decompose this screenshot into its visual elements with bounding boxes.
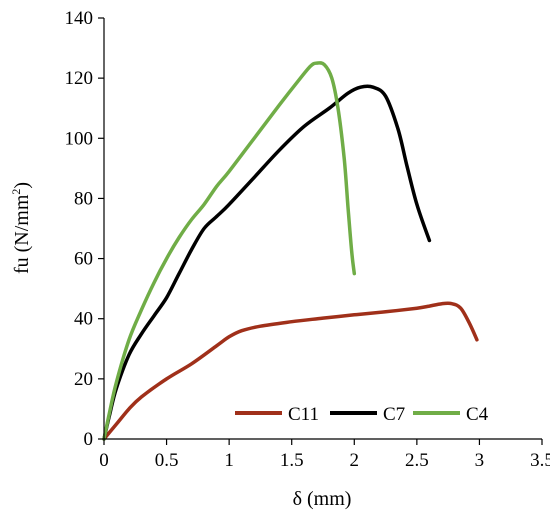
plot-area bbox=[102, 61, 479, 441]
x-tick-label: 1.5 bbox=[280, 450, 304, 471]
x-tick-label: 2.5 bbox=[405, 450, 429, 471]
legend-label-c7: C7 bbox=[383, 404, 405, 425]
series-line-c4 bbox=[102, 61, 357, 441]
x-tick-label: 1 bbox=[224, 450, 234, 471]
x-tick-label: 0 bbox=[99, 450, 109, 471]
y-tick-label: 60 bbox=[74, 249, 93, 270]
y-tick-label: 100 bbox=[65, 128, 94, 149]
y-axis-title: fu (N/mm2) bbox=[9, 182, 33, 274]
x-tick-label: 3.5 bbox=[530, 450, 550, 471]
legend-label-c11: C11 bbox=[288, 404, 319, 425]
series-line-c7 bbox=[102, 84, 432, 441]
axes bbox=[98, 17, 543, 445]
x-tick-label: 3 bbox=[475, 450, 485, 471]
y-tick-label: 80 bbox=[74, 188, 93, 209]
legend-label-c4: C4 bbox=[466, 404, 489, 425]
x-tick-label: 2 bbox=[350, 450, 360, 471]
y-tick-label: 120 bbox=[65, 68, 94, 89]
legend: C11 C7 C4 bbox=[235, 404, 489, 425]
tick-labels: 0 20 40 60 80 100 120 140 0 0.5 1 1.5 2 2.5 3 3.5 bbox=[65, 8, 550, 471]
x-axis-title: δ (mm) bbox=[293, 488, 352, 510]
y-tick-label: 0 bbox=[84, 429, 94, 450]
y-tick-label: 140 bbox=[65, 8, 94, 29]
series-line-c11 bbox=[102, 301, 479, 441]
y-tick-label: 40 bbox=[74, 309, 93, 330]
y-tick-label: 20 bbox=[74, 369, 93, 390]
x-tick-label: 0.5 bbox=[155, 450, 179, 471]
